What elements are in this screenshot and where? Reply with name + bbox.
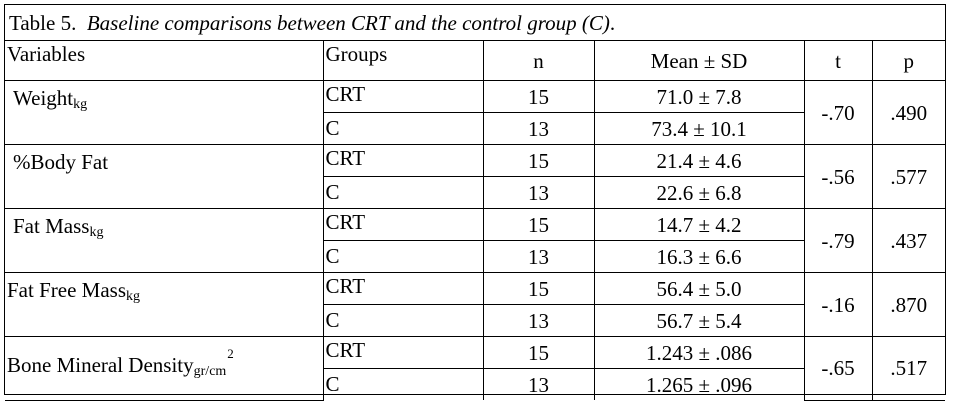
table-row: C 13 1.265 ± .096 bbox=[5, 368, 945, 400]
mean-sd-cell: 56.4 ± 5.0 bbox=[593, 272, 805, 305]
n-cell: 15 bbox=[482, 208, 595, 241]
mean-sd-cell: 14.7 ± 4.2 bbox=[593, 208, 805, 241]
table-row: C 13 16.3 ± 6.6 bbox=[5, 240, 945, 273]
baseline-comparison-table: Variables Groups n Mean ± SD t p Weightk… bbox=[5, 41, 945, 401]
variable-unit: kg bbox=[89, 225, 104, 240]
variable-label: Bone Mineral Density bbox=[7, 353, 194, 377]
group-cell: C bbox=[323, 368, 484, 400]
n-cell: 15 bbox=[482, 144, 595, 177]
header-p: p bbox=[871, 41, 945, 81]
p-cell: .437 bbox=[871, 208, 945, 273]
variable-label: %Body Fat bbox=[13, 150, 109, 174]
mean-sd-cell: 21.4 ± 4.6 bbox=[593, 144, 805, 177]
caption-prefix: Table 5. bbox=[9, 11, 77, 35]
header-mean-sd: Mean ± SD bbox=[593, 41, 805, 81]
p-cell: .870 bbox=[871, 272, 945, 337]
n-cell: 13 bbox=[482, 176, 595, 209]
t-cell: -.65 bbox=[803, 336, 873, 401]
table-caption: Table 5. Baseline comparisons between CR… bbox=[5, 5, 945, 41]
table-row: Bone Mineral Densitygr/cm2 CRT 15 1.243 … bbox=[5, 336, 945, 401]
variable-cell: %Body Fat bbox=[5, 144, 324, 209]
table-row: %Body Fat CRT 15 21.4 ± 4.6 -.56 .577 bbox=[5, 144, 945, 209]
header-row: Variables Groups n Mean ± SD t p bbox=[5, 41, 945, 81]
group-cell: CRT bbox=[322, 144, 484, 177]
mean-sd-cell: 22.6 ± 6.8 bbox=[593, 176, 804, 209]
mean-sd-cell: 56.7 ± 5.4 bbox=[593, 304, 804, 337]
variable-label: Fat Mass bbox=[13, 214, 90, 238]
group-cell: C bbox=[323, 240, 484, 273]
n-cell: 13 bbox=[482, 112, 595, 145]
table-row: Weightkg CRT 15 71.0 ± 7.8 -.70 .490 bbox=[5, 80, 945, 145]
n-cell: 13 bbox=[482, 240, 595, 273]
t-cell: -.56 bbox=[803, 144, 873, 209]
p-cell: .577 bbox=[871, 144, 945, 209]
group-cell: CRT bbox=[322, 208, 484, 241]
group-cell: CRT bbox=[322, 80, 484, 113]
table-row: C 13 73.4 ± 10.1 bbox=[5, 112, 945, 145]
header-n: n bbox=[482, 41, 595, 81]
header-groups: Groups bbox=[322, 41, 484, 81]
t-cell: -.16 bbox=[803, 272, 873, 337]
variable-cell: Bone Mineral Densitygr/cm2 bbox=[5, 336, 324, 401]
group-cell: CRT bbox=[322, 272, 484, 305]
header-variables: Variables bbox=[5, 41, 324, 81]
mean-sd-cell: 16.3 ± 6.6 bbox=[593, 240, 804, 273]
header-t: t bbox=[803, 41, 873, 81]
mean-sd-cell: 73.4 ± 10.1 bbox=[593, 112, 804, 145]
variable-unit: gr/cm bbox=[193, 364, 227, 379]
mean-sd-cell: 71.0 ± 7.8 bbox=[593, 80, 805, 113]
variable-cell: Fat Free Masskg bbox=[5, 272, 324, 337]
variable-cell: Weightkg bbox=[5, 80, 324, 145]
table-row: C 13 22.6 ± 6.8 bbox=[5, 176, 945, 209]
p-cell: .517 bbox=[871, 336, 945, 401]
group-cell: CRT bbox=[322, 336, 484, 369]
group-cell: C bbox=[323, 176, 484, 209]
caption-title: Baseline comparisons between CRT and the… bbox=[86, 11, 610, 35]
variable-cell: Fat Masskg bbox=[5, 208, 324, 273]
group-cell: C bbox=[323, 304, 484, 337]
n-cell: 15 bbox=[482, 80, 595, 113]
table-row: Fat Masskg CRT 15 14.7 ± 4.2 -.79 .437 bbox=[5, 208, 945, 273]
n-cell: 13 bbox=[482, 304, 595, 337]
variable-unit: kg bbox=[126, 289, 140, 304]
mean-sd-cell: 1.265 ± .096 bbox=[593, 368, 804, 400]
variable-label: Fat Free Mass bbox=[7, 278, 126, 302]
n-cell: 13 bbox=[482, 368, 595, 400]
t-cell: -.79 bbox=[803, 208, 873, 273]
t-cell: -.70 bbox=[803, 80, 873, 145]
p-cell: .490 bbox=[871, 80, 945, 145]
variable-label: Weight bbox=[13, 86, 74, 110]
mean-sd-cell: 1.243 ± .086 bbox=[593, 336, 805, 369]
baseline-table-container: Table 5. Baseline comparisons between CR… bbox=[4, 4, 946, 401]
group-cell: C bbox=[323, 112, 484, 145]
variable-unit-power: 2 bbox=[227, 346, 234, 361]
variable-unit: kg bbox=[73, 97, 88, 112]
n-cell: 15 bbox=[482, 272, 595, 305]
n-cell: 15 bbox=[482, 336, 595, 369]
caption-suffix: . bbox=[609, 11, 616, 35]
table-row: Fat Free Masskg CRT 15 56.4 ± 5.0 -.16 .… bbox=[5, 272, 945, 337]
